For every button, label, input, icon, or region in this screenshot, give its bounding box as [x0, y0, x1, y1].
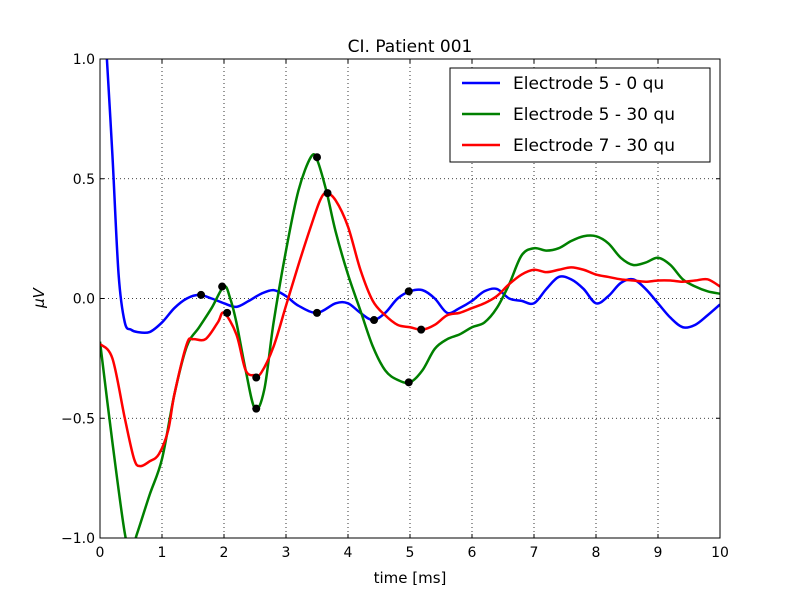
peak-marker [404, 378, 413, 387]
x-tick-label: 3 [282, 545, 291, 561]
series-group [100, 59, 720, 538]
x-tick-label: 6 [468, 545, 477, 561]
y-tick-label: −0.5 [61, 411, 95, 427]
peak-marker [197, 290, 206, 299]
x-tick-label: 0 [96, 545, 105, 561]
grid [100, 59, 720, 538]
x-axis-title: time [ms] [374, 569, 447, 587]
peak-marker [223, 308, 232, 317]
x-tick-label: 7 [530, 545, 539, 561]
peak-marker [370, 316, 379, 325]
y-tick-label: 0.5 [73, 172, 95, 188]
marker-group [197, 153, 426, 413]
legend-entry-electrode-7-30qu: Electrode 7 - 30 qu [513, 136, 675, 156]
series-electrode-5-0qu-line [105, 59, 720, 335]
x-tick-label: 2 [220, 545, 229, 561]
y-tick-label: 0.0 [73, 292, 95, 308]
peak-marker [218, 282, 227, 291]
peak-marker [252, 404, 261, 413]
legend-entry-electrode-5-30qu: Electrode 5 - 30 qu [513, 105, 675, 125]
series-electrode-7-30qu-line [100, 191, 720, 468]
x-tick-label: 8 [592, 545, 601, 561]
x-tick-label: 5 [406, 545, 415, 561]
series-electrode-5-30qu-line [100, 152, 720, 538]
y-axis-title: μV [30, 286, 48, 309]
peak-marker [417, 325, 426, 334]
legend: Electrode 5 - 0 qu Electrode 5 - 30 qu Ele… [449, 67, 711, 163]
y-tick-label: −1.0 [61, 531, 95, 547]
y-tick-label: 1.0 [73, 52, 95, 68]
x-tick-label: 9 [654, 545, 663, 561]
x-tick-label: 4 [344, 545, 353, 561]
peak-marker [313, 153, 321, 162]
peak-marker [404, 287, 413, 296]
axis-ticks: 0 1 2 3 4 5 6 7 8 9 10 −1.0 −0.5 0.0 0.5 1.0 [61, 52, 729, 561]
peak-marker [313, 308, 321, 317]
peak-marker [252, 373, 261, 382]
peak-marker [323, 189, 332, 198]
x-tick-label: 10 [711, 545, 729, 561]
x-tick-label: 1 [158, 545, 167, 561]
chart-title: CI. Patient 001 [348, 37, 473, 57]
legend-entry-electrode-5-0qu: Electrode 5 - 0 qu [513, 74, 664, 94]
